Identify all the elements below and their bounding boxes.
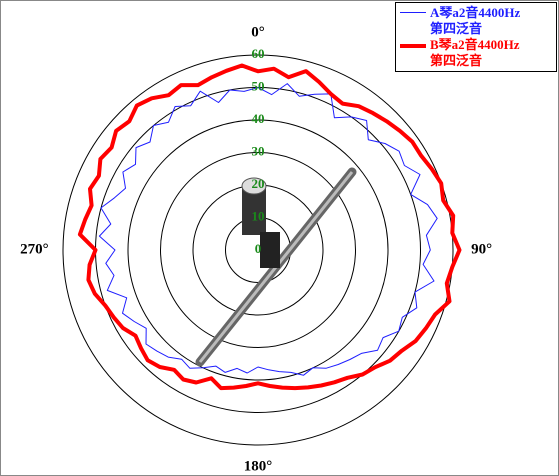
- microphone: [200, 172, 352, 362]
- legend-swatch: [400, 12, 426, 13]
- legend-item: B琴a2音4400Hz 第四泛音: [396, 37, 556, 69]
- labels: 0 10 20 30 40 50 60 0° 90° 180° 270°: [20, 24, 492, 474]
- r-tick-label: 30: [252, 143, 265, 158]
- legend-item: A琴a2音4400Hz 第四泛音: [396, 5, 556, 37]
- legend-swatch: [400, 44, 426, 48]
- mic-clamp: [260, 232, 280, 268]
- theta-tick-label: 0°: [251, 24, 265, 40]
- marks: [80, 66, 460, 389]
- page: 0 10 20 30 40 50 60 0° 90° 180° 270° A琴a2音4400Hz 第…: [0, 0, 559, 476]
- legend-label: A琴a2音4400Hz 第四泛音: [430, 5, 520, 37]
- r-tick-label: 40: [252, 111, 265, 126]
- legend-label: B琴a2音4400Hz 第四泛音: [430, 37, 520, 69]
- r-tick-label: 50: [252, 78, 265, 93]
- theta-tick-label: 90°: [471, 241, 492, 257]
- r-tick-label: 10: [252, 208, 265, 223]
- r-tick-label: 60: [252, 46, 265, 61]
- r-tick-label: 0: [255, 241, 262, 256]
- r-tick-label: 20: [252, 176, 265, 191]
- theta-tick-label: 270°: [20, 241, 49, 257]
- theta-tick-label: 180°: [244, 458, 273, 474]
- series-line: [80, 66, 460, 389]
